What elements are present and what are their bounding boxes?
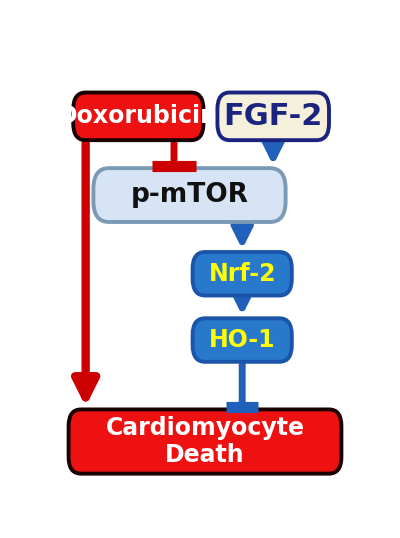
FancyBboxPatch shape xyxy=(73,93,204,140)
Text: Nrf-2: Nrf-2 xyxy=(208,262,276,286)
FancyBboxPatch shape xyxy=(94,168,286,222)
FancyBboxPatch shape xyxy=(218,93,329,140)
Text: Cardiomyocyte
Death: Cardiomyocyte Death xyxy=(106,416,304,467)
FancyBboxPatch shape xyxy=(69,409,341,473)
Text: FGF-2: FGF-2 xyxy=(224,102,323,131)
FancyBboxPatch shape xyxy=(193,252,292,295)
Text: Doxorubicin: Doxorubicin xyxy=(58,104,218,129)
Text: HO-1: HO-1 xyxy=(209,328,276,352)
FancyBboxPatch shape xyxy=(193,318,292,362)
Text: p-mTOR: p-mTOR xyxy=(130,182,248,208)
